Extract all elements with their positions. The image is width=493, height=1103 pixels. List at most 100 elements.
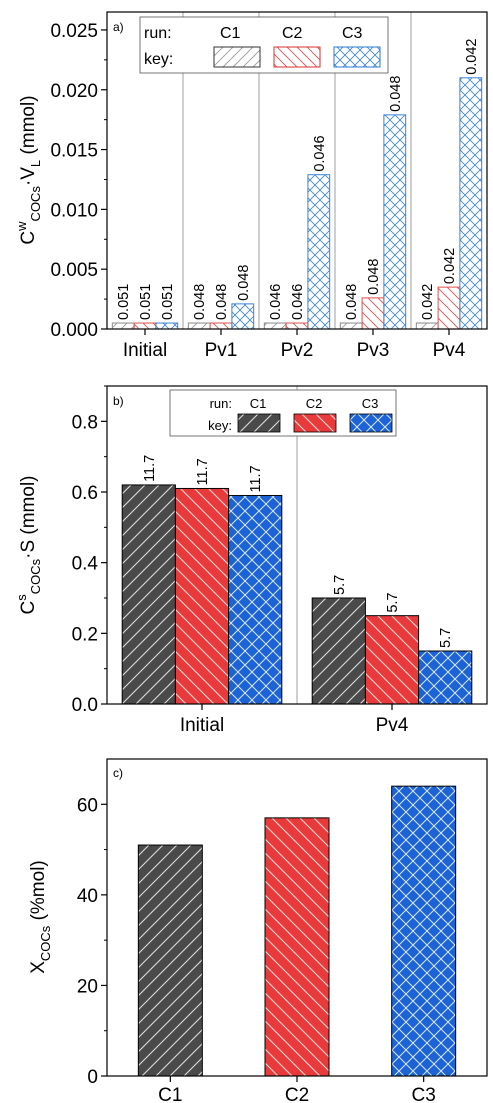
x-tick-label-c2: C2: [285, 1085, 309, 1103]
legend-name-c3: C3: [342, 25, 363, 42]
value-label-c2-pv4: 0.042: [442, 248, 458, 284]
panel-a: 0.051 0.051 0.051 0.048 0.048 0.048 0.046 0.046…: [14, 11, 488, 361]
bar-c2-initial: [174, 487, 230, 705]
value-label-c3-initial: 11.7: [248, 465, 264, 492]
value-label-c1-pv3: 0.048: [344, 284, 360, 320]
panel-b-frame: [106, 385, 488, 705]
x-tick-label-pv1: Pv1: [205, 340, 238, 361]
panel-c-y-label: XCOCs (%mol): [28, 860, 53, 974]
bar-c3-initial: [228, 495, 283, 705]
panel-c-x-ticks: C1 C2 C3: [158, 1076, 436, 1103]
y-tick-label: 0.005: [50, 260, 98, 281]
legend-swatch-c3: [349, 413, 393, 433]
value-label-c3-pv1: 0.048: [236, 265, 252, 301]
bar-c3-pv4: [418, 650, 473, 705]
value-label-c3-initial: 0.051: [160, 284, 176, 320]
legend-name-c2: C2: [306, 396, 323, 411]
value-label-c3-pv2: 0.046: [312, 135, 328, 171]
panel-b-value-labels: 11.7 11.7 11.7 5.7 5.7 5.7: [142, 455, 454, 648]
y-tick-label: 0.2: [72, 624, 98, 645]
bar-c1-initial: [121, 484, 176, 705]
bar-c1-pv4: [311, 597, 366, 705]
panel-b: 11.7 11.7 11.7 5.7 5.7 5.7 0.0 0.2 0.4 0.6 0.8 In…: [14, 385, 488, 736]
x-tick-label-pv4: Pv4: [376, 715, 409, 736]
y-tick-label: 0.020: [50, 81, 98, 102]
bar-c3-initial: [155, 322, 179, 330]
x-tick-label-c1: C1: [158, 1085, 182, 1103]
y-tick-label: 0.6: [72, 483, 98, 504]
panel-b-bars: [121, 484, 473, 705]
legend-name-c1: C1: [250, 396, 267, 411]
legend-name-c3: C3: [362, 396, 379, 411]
bar-c1-pv4: [415, 322, 439, 330]
panel-b-legend: run: key: C1 C2 C3: [169, 389, 397, 437]
value-label-c1-pv2: 0.046: [268, 284, 284, 320]
y-tick-label: 20: [77, 976, 98, 997]
value-label-c1-initial: 0.051: [116, 284, 132, 320]
panel-c: 0 20 40 60 C1 C2 C3 c) XCOCs (%mol): [28, 758, 488, 1103]
y-tick-label: 0.010: [50, 200, 98, 221]
y-tick-label: 0.025: [50, 21, 98, 42]
legend-swatch-c2: [293, 413, 337, 433]
value-label-c2-pv2: 0.046: [290, 284, 306, 320]
panel-a-y-ticks: 0.000 0.005 0.010 0.015 0.020 0.025: [50, 21, 107, 341]
bar-c2: [264, 817, 330, 1077]
y-tick-label: 0.000: [50, 320, 98, 341]
panel-a-bars: [111, 77, 483, 330]
y-tick-label: 0.4: [72, 554, 99, 575]
x-tick-label-pv3: Pv3: [357, 340, 390, 361]
bar-c2-pv2: [285, 322, 309, 330]
y-tick-label: 60: [77, 795, 98, 816]
bar-c3-pv1: [231, 303, 255, 330]
bar-c1-pv3: [339, 322, 363, 330]
value-label-c3-pv4: 5.7: [438, 628, 454, 648]
bar-c1-pv2: [263, 322, 287, 330]
legend-run-label: run:: [144, 25, 172, 42]
y-tick-label: 0.8: [72, 412, 98, 433]
legend-name-c2: C2: [282, 25, 303, 42]
y-tick-label: 0.0: [72, 695, 98, 716]
legend-swatch-c2: [273, 46, 321, 68]
panel-a-legend: run: key: C1 C2 C3: [139, 16, 389, 74]
bar-c3-pv4: [459, 77, 483, 330]
value-label-c2-pv4: 5.7: [385, 592, 401, 612]
bar-c2-pv4: [364, 615, 420, 705]
value-label-c2-initial: 0.051: [138, 284, 154, 320]
panel-c-y-ticks: 0 20 40 60: [77, 795, 107, 1088]
bar-c2-pv4: [437, 286, 461, 330]
bar-c3-pv3: [383, 114, 407, 330]
panel-b-x-ticks: Initial Pv4: [180, 704, 409, 736]
value-label-c2-pv1: 0.048: [214, 284, 230, 320]
value-label-c1-pv4: 5.7: [332, 575, 348, 595]
x-tick-label-initial: Initial: [180, 715, 224, 736]
x-tick-label-pv4: Pv4: [433, 340, 466, 361]
value-label-c3-pv3: 0.048: [388, 76, 404, 112]
legend-swatch-c3: [333, 46, 381, 68]
panel-b-y-label: CsCOCs·S (mmol): [14, 475, 43, 614]
bar-c1: [137, 844, 203, 1077]
legend-name-c1: C1: [220, 25, 241, 42]
bar-c1-pv1: [187, 322, 211, 330]
value-label-c3-pv4: 0.042: [464, 38, 480, 74]
panel-c-label: c): [113, 766, 123, 780]
bar-c1-initial: [111, 322, 135, 330]
legend-swatch-c1: [237, 413, 281, 433]
bar-c3-pv2: [307, 174, 331, 330]
panel-a-x-ticks: Initial Pv1 Pv2 Pv3 Pv4: [123, 329, 466, 361]
bar-c2-pv3: [361, 297, 385, 330]
x-tick-label-pv2: Pv2: [281, 340, 314, 361]
panel-a-y-label: CwCOCs·VL (mmol): [14, 95, 43, 244]
panel-b-label: b): [113, 394, 124, 408]
y-tick-label: 0: [87, 1067, 98, 1088]
panel-a-value-labels: 0.051 0.051 0.051 0.048 0.048 0.048 0.046 0.046…: [116, 38, 480, 320]
value-label-c1-pv1: 0.048: [192, 284, 208, 320]
x-tick-label-c3: C3: [412, 1085, 436, 1103]
x-tick-label-initial: Initial: [123, 340, 167, 361]
y-tick-label: 0.015: [50, 141, 98, 162]
bar-c2-pv1: [209, 322, 233, 330]
value-label-c1-pv4: 0.042: [420, 284, 436, 320]
legend-run-label: run:: [210, 396, 232, 411]
bar-c3: [391, 785, 457, 1077]
bar-c2-initial: [133, 322, 157, 330]
